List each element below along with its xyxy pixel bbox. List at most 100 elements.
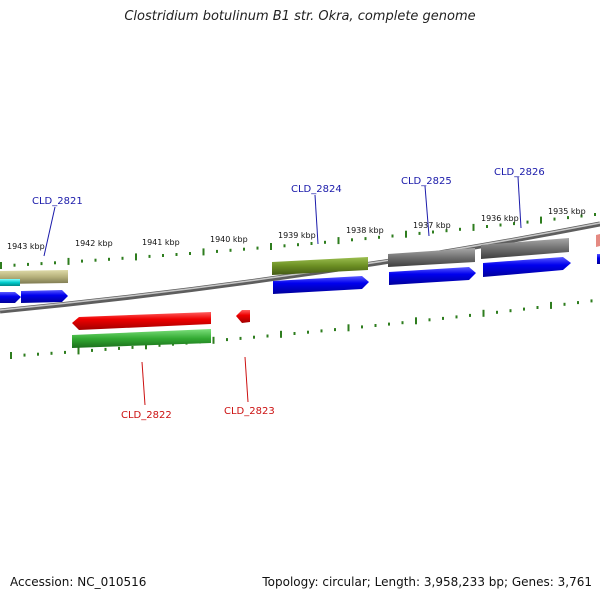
- minor-tick: [442, 316, 444, 320]
- minor-tick: [324, 240, 326, 244]
- major-tick: [270, 243, 272, 250]
- minor-tick: [229, 248, 232, 252]
- major-tick: [482, 309, 485, 317]
- gene-label-cld-2826[interactable]: CLD_2826: [494, 167, 545, 178]
- major-tick: [540, 216, 542, 224]
- minor-tick: [256, 246, 259, 250]
- gene-arrow-forward[interactable]: [389, 267, 476, 285]
- minor-tick: [54, 261, 56, 265]
- minor-tick: [297, 243, 299, 247]
- major-tick: [67, 257, 70, 265]
- minor-tick: [594, 213, 596, 216]
- minor-tick: [499, 223, 502, 227]
- minor-tick: [428, 318, 431, 322]
- gene-leaders: [43, 176, 522, 406]
- major-tick: [135, 253, 137, 261]
- major-tick: [472, 223, 475, 231]
- minor-tick: [459, 227, 461, 231]
- map-title: Clostridium botulinum B1 str. Okra, comp…: [124, 9, 476, 24]
- gene-arrow-forward[interactable]: [597, 254, 600, 264]
- minor-tick: [37, 352, 39, 356]
- leader-line: [141, 361, 146, 406]
- minor-tick: [239, 336, 242, 340]
- minor-tick: [523, 307, 525, 311]
- minor-tick: [175, 253, 178, 256]
- minor-tick: [50, 351, 53, 355]
- leader-line: [244, 356, 249, 403]
- minor-tick: [580, 214, 583, 218]
- gene-label-cld-2824[interactable]: CLD_2824: [291, 184, 342, 195]
- tick-label: 1941 kbp: [142, 238, 180, 247]
- feature-track-lower: [72, 329, 211, 348]
- major-tick: [405, 230, 407, 238]
- tick-label: 1936 kbp: [481, 214, 519, 223]
- tick-label: 1937 kbp: [413, 221, 451, 230]
- major-tick: [202, 248, 205, 256]
- tick-label: 1935 kbp: [548, 207, 586, 216]
- gene-arrow-forward[interactable]: [0, 292, 21, 303]
- minor-tick: [388, 322, 390, 326]
- tick-label: 1943 kbp: [7, 242, 45, 251]
- minor-tick: [577, 301, 579, 305]
- minor-tick: [513, 222, 515, 226]
- gene-labels: CLD_2821 CLD_2824 CLD_2825 CLD_2826 CLD_…: [32, 167, 545, 421]
- gene-arrow-reverse[interactable]: [236, 310, 250, 323]
- minor-tick: [64, 350, 66, 354]
- minor-tick: [418, 231, 421, 235]
- minor-tick: [334, 328, 336, 332]
- minor-tick: [351, 238, 353, 242]
- feature-gray[interactable]: [388, 248, 475, 267]
- minor-tick: [148, 254, 151, 258]
- minor-tick: [455, 315, 458, 319]
- gene-label-cld-2825[interactable]: CLD_2825: [401, 176, 452, 187]
- minor-tick: [216, 249, 218, 253]
- feature-green[interactable]: [72, 329, 211, 348]
- leader-line: [424, 185, 430, 237]
- minor-tick: [27, 262, 29, 266]
- accession-text: Accession: NC_010516: [10, 575, 147, 589]
- major-tick: [77, 347, 80, 355]
- tick-marks-lower: [10, 299, 593, 359]
- minor-tick: [266, 334, 269, 338]
- tick-label: 1940 kbp: [210, 235, 248, 244]
- minor-tick: [469, 313, 471, 317]
- tick-marks-upper: [0, 213, 596, 269]
- major-tick: [550, 301, 552, 309]
- genome-backbone: [0, 221, 600, 314]
- major-tick: [0, 262, 2, 269]
- feature-salmon[interactable]: [596, 234, 600, 247]
- minor-tick: [108, 257, 110, 261]
- minor-tick: [91, 348, 93, 352]
- minor-tick: [509, 309, 512, 313]
- gene-arrow-forward[interactable]: [21, 290, 68, 303]
- tick-labels: 1943 kbp 1942 kbp 1941 kbp 1940 kbp 1939…: [7, 207, 586, 251]
- gene-arrow-reverse[interactable]: [72, 312, 211, 330]
- major-tick: [280, 330, 282, 338]
- feature-cyan[interactable]: [0, 279, 20, 286]
- minor-tick: [121, 256, 124, 260]
- gene-arrow-forward[interactable]: [483, 257, 571, 277]
- gene-arrow-forward[interactable]: [273, 276, 369, 294]
- major-tick: [212, 336, 215, 344]
- minor-tick: [118, 346, 120, 350]
- gene-label-cld-2823[interactable]: CLD_2823: [224, 406, 275, 417]
- gene-label-cld-2821[interactable]: CLD_2821: [32, 196, 83, 207]
- minor-tick: [401, 321, 404, 325]
- minor-tick: [486, 225, 488, 228]
- minor-tick: [253, 335, 255, 339]
- minor-tick: [445, 229, 448, 233]
- minor-tick: [40, 262, 43, 266]
- minor-tick: [310, 242, 313, 245]
- feature-gray[interactable]: [481, 238, 569, 259]
- gene-label-cld-2822[interactable]: CLD_2822: [121, 410, 172, 421]
- minor-tick: [189, 252, 191, 255]
- tick-label: 1938 kbp: [346, 226, 384, 235]
- genome-backbone-highlight: [0, 222, 600, 311]
- minor-tick: [361, 325, 363, 329]
- minor-tick: [243, 247, 245, 251]
- feature-olive[interactable]: [272, 257, 368, 275]
- major-tick: [10, 352, 12, 359]
- minor-tick: [536, 306, 539, 309]
- minor-tick: [162, 254, 164, 257]
